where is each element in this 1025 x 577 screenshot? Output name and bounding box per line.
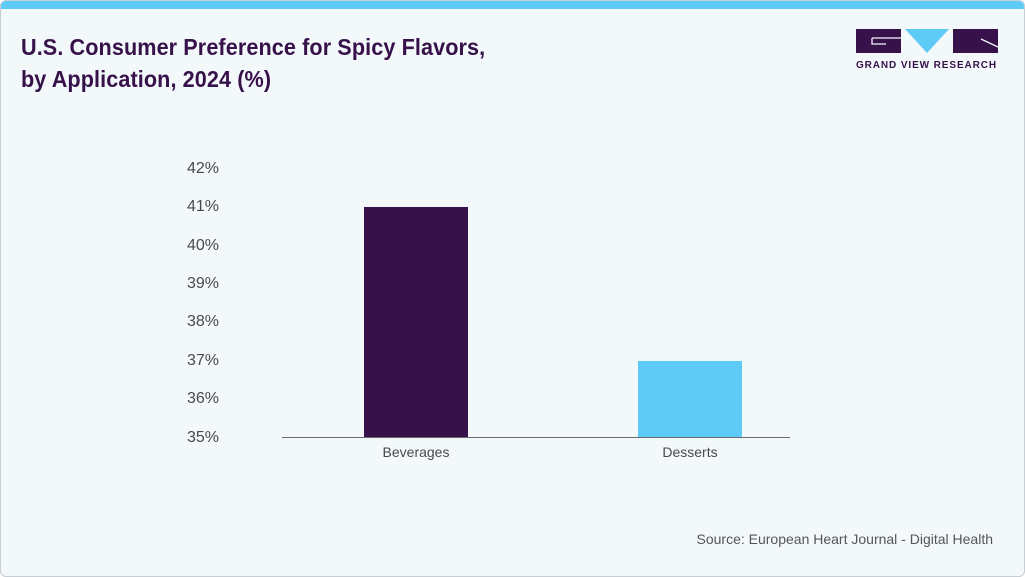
chart-title: U.S. Consumer Preference for Spicy Flavo… [21, 31, 485, 95]
bar-desserts [638, 361, 742, 437]
gvr-logo-icon [856, 29, 998, 53]
y-tick-label: 37% [187, 352, 220, 369]
y-tick-label: 38% [187, 313, 220, 330]
accent-top-bar [1, 1, 1024, 9]
y-tick-label: 36% [187, 390, 220, 407]
chart-title-line-1: U.S. Consumer Preference for Spicy Flavo… [21, 34, 486, 60]
y-tick-label: 40% [187, 237, 220, 254]
y-tick-label: 41% [187, 198, 220, 215]
bar-beverages [364, 207, 468, 437]
y-tick-label: 42% [187, 160, 220, 177]
y-tick-label: 35% [187, 429, 220, 446]
chart-title-line-2: by Application, 2024 (%) [21, 66, 272, 92]
x-label-beverages: Beverages [382, 444, 450, 460]
source-note: Source: European Heart Journal - Digital… [696, 531, 994, 547]
x-axis-line [282, 437, 790, 438]
logo-text: GRAND VIEW RESEARCH [856, 60, 997, 71]
y-tick-label: 39% [187, 275, 220, 292]
grand-view-research-logo: GRAND VIEW RESEARCH [856, 29, 998, 73]
x-label-desserts: Desserts [662, 444, 718, 460]
